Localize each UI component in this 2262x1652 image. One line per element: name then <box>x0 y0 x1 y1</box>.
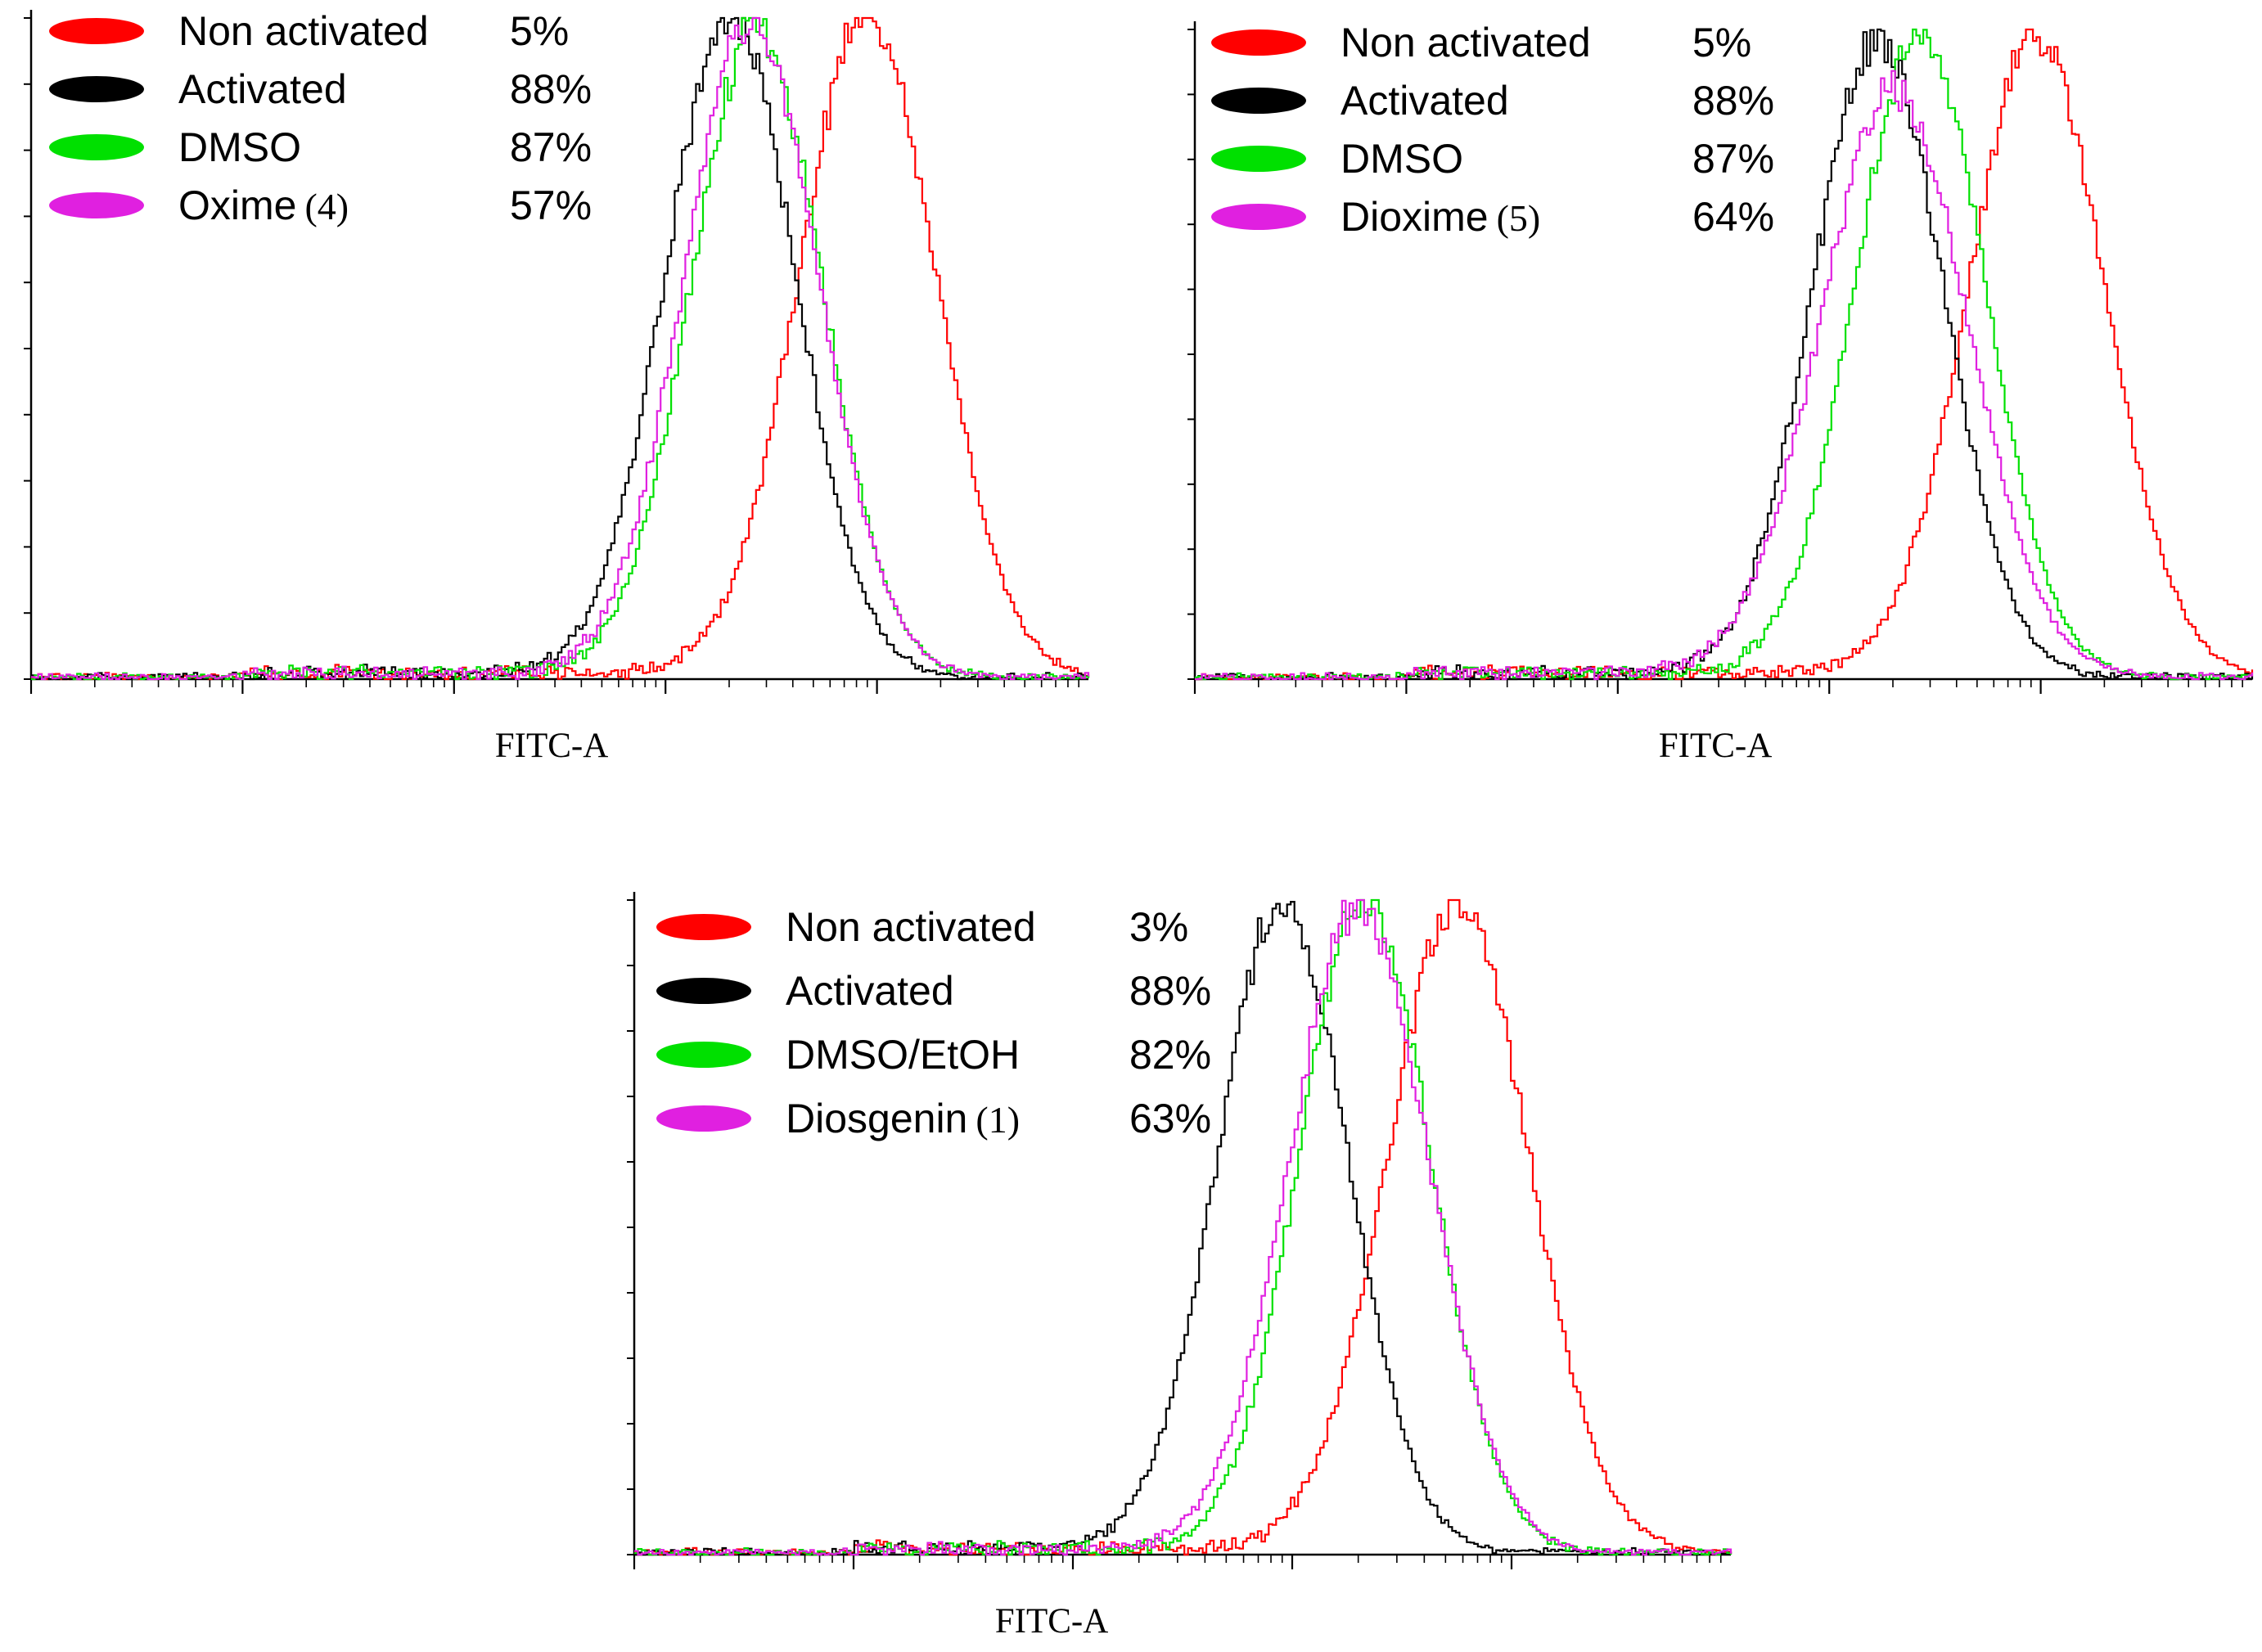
chart-panel-bottom-center: FITC-A Non activated 3% Activated 88% DMSO/Et… <box>627 892 1731 1641</box>
legend-entry: Activated 88% <box>1211 78 1774 124</box>
histogram-series-dmso <box>31 18 1088 679</box>
legend-entry: Dioxime (5) 64% <box>1211 194 1774 240</box>
legend-compound-number: (4) <box>304 186 349 227</box>
legend-percent: 88% <box>510 66 592 112</box>
legend-compound-number: (5) <box>1497 197 1541 239</box>
legend-percent: 82% <box>1129 1032 1211 1078</box>
legend-entry: Non activated 3% <box>656 904 1188 950</box>
legend-entry: Activated 88% <box>656 968 1211 1014</box>
legend-percent: 5% <box>1692 20 1751 65</box>
legend-swatch <box>49 18 144 44</box>
figure-canvas: FITC-A Non activated 5% Activated 88% DMSO 87%… <box>0 0 2262 1652</box>
legend-percent: 64% <box>1692 194 1774 240</box>
legend-compound-number: (1) <box>976 1099 1020 1141</box>
legend-percent: 57% <box>510 182 592 228</box>
histogram-series-non-activated <box>1195 29 2252 679</box>
histogram-series-oxime <box>31 18 1088 679</box>
legend-swatch <box>1211 204 1306 230</box>
legend-entry: Non activated 5% <box>1211 20 1751 65</box>
legend-swatch <box>1211 146 1306 172</box>
x-axis-label: FITC-A <box>1659 727 1773 765</box>
legend-label: Activated <box>1341 78 1509 124</box>
legend-swatch <box>656 1042 751 1068</box>
x-axis-label: FITC-A <box>995 1602 1109 1641</box>
legend-label: Diosgenin <box>786 1096 967 1141</box>
legend-entry: Activated 88% <box>49 66 592 112</box>
legend-label: DMSO <box>1341 136 1463 182</box>
chart-panel-top-left: FITC-A Non activated 5% Activated 88% DMSO 87%… <box>24 8 1088 765</box>
legend-swatch <box>1211 29 1306 56</box>
legend-percent: 88% <box>1129 968 1211 1014</box>
legend-entry: DMSO/EtOH 82% <box>656 1032 1211 1078</box>
legend-entry: DMSO 87% <box>49 124 592 170</box>
legend-entry: Oxime (4) 57% <box>49 182 592 228</box>
legend-percent: 63% <box>1129 1096 1211 1141</box>
histogram-series-non-activated <box>31 18 1088 679</box>
legend-entry: DMSO 87% <box>1211 136 1774 182</box>
legend-percent: 3% <box>1129 904 1188 950</box>
legend-label: Non activated <box>1341 20 1591 65</box>
legend-label: Oxime <box>178 182 296 228</box>
legend-percent: 88% <box>1692 78 1774 124</box>
legend-swatch <box>1211 88 1306 114</box>
legend-percent: 87% <box>510 124 592 170</box>
legend-label: Non activated <box>786 904 1036 950</box>
legend-label: Activated <box>178 66 347 112</box>
legend-percent: 5% <box>510 8 569 54</box>
legend-swatch <box>49 192 144 218</box>
histogram-series-activated <box>1195 29 2252 679</box>
legend-swatch <box>49 76 144 102</box>
legend-label: Activated <box>786 968 954 1014</box>
legend-percent: 87% <box>1692 136 1774 182</box>
legend-swatch <box>656 1105 751 1132</box>
legend-entry: Diosgenin (1) 63% <box>656 1096 1211 1141</box>
legend-label: DMSO/EtOH <box>786 1032 1020 1078</box>
legend-swatch <box>656 978 751 1004</box>
legend-label: Dioxime <box>1341 194 1489 240</box>
legend-label: Non activated <box>178 8 429 54</box>
legend-entry: Non activated 5% <box>49 8 569 54</box>
legend-swatch <box>49 134 144 160</box>
legend-swatch <box>656 914 751 940</box>
legend-label: DMSO <box>178 124 301 170</box>
chart-panel-top-right: FITC-A Non activated 5% Activated 88% DMSO 87%… <box>1187 20 2252 765</box>
x-axis-label: FITC-A <box>495 727 609 765</box>
histogram-series-activated <box>31 18 1088 679</box>
histogram-series-dmso <box>1195 29 2252 679</box>
